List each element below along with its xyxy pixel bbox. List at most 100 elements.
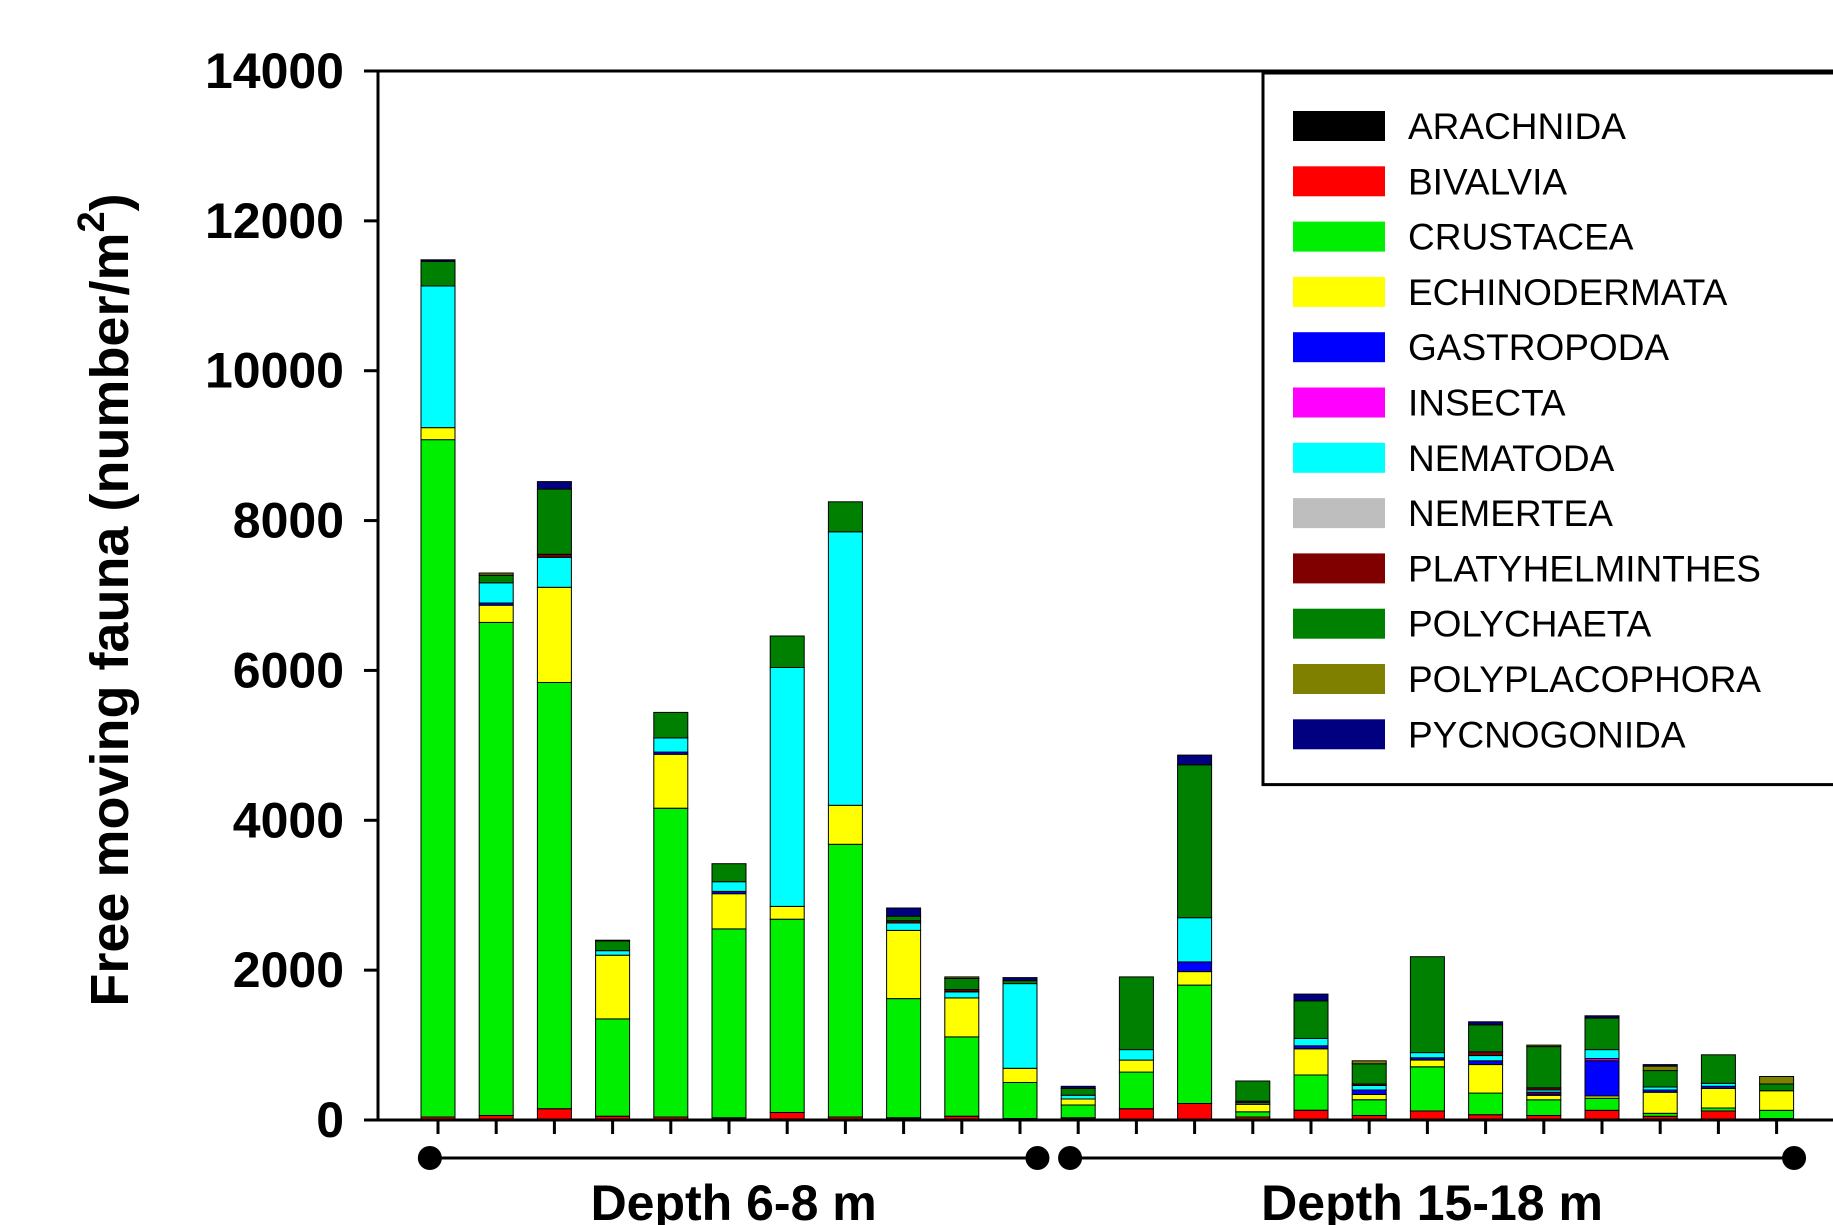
bar-segment-gastropoda-17 bbox=[1351, 1089, 1387, 1095]
legend-swatch-bivalvia bbox=[1293, 166, 1385, 197]
group-bracket-end-dot-2 bbox=[1782, 1146, 1807, 1170]
bar-segment-nematoda-21 bbox=[1584, 1049, 1620, 1060]
bar-segment-echinodermata-16 bbox=[1293, 1048, 1329, 1076]
bar-segment-polychaeta-4 bbox=[595, 940, 631, 952]
bar-segment-polychaeta-21 bbox=[1584, 1017, 1620, 1051]
bar-segment-polychaeta-12 bbox=[1060, 1088, 1096, 1096]
bar-segment-nematoda-16 bbox=[1293, 1037, 1329, 1047]
bar-segment-crustacea-15 bbox=[1235, 1111, 1271, 1118]
axis-layer: 0 2000 4000 6000 8000 10000 12000 14000 bbox=[205, 43, 1833, 1148]
legend-swatch-gastropoda bbox=[1293, 332, 1385, 363]
bar-segment-crustacea-5 bbox=[653, 807, 689, 1118]
bar-segment-crustacea-4 bbox=[595, 1018, 631, 1117]
bar-segment-polychaeta-18 bbox=[1409, 956, 1445, 1054]
bar-segment-polychaeta-3 bbox=[536, 488, 572, 555]
bar-segment-nematoda-9 bbox=[886, 922, 922, 931]
bar-segment-echinodermata-3 bbox=[536, 586, 572, 683]
bar-segment-crustacea-8 bbox=[827, 843, 863, 1118]
y-tick-label-14000: 14000 bbox=[205, 43, 344, 99]
bar-segment-nematoda-8 bbox=[827, 531, 863, 806]
bar-segment-echinodermata-12 bbox=[1060, 1098, 1096, 1106]
bar-segment-crustacea-2 bbox=[478, 622, 514, 1116]
bar-segment-echinodermata-8 bbox=[827, 804, 863, 845]
bar-segment-polychaeta-20 bbox=[1526, 1046, 1562, 1089]
bar-segment-nematoda-7 bbox=[769, 666, 805, 907]
y-axis-title-close: ) bbox=[80, 193, 140, 211]
legend-label-polyplacophora: POLYPLACOPHORA bbox=[1408, 659, 1761, 700]
bar-segment-nematoda-10 bbox=[944, 991, 980, 999]
legend: ARACHNIDA BIVALVIA CRUSTACEA ECHINODERMATA G… bbox=[1261, 71, 1833, 787]
bar-segment-echinodermata-2 bbox=[478, 604, 514, 623]
legend-label-polychaeta: POLYCHAETA bbox=[1408, 604, 1652, 645]
bar-segment-pycnogonida-11 bbox=[1002, 977, 1038, 982]
bar-segment-echinodermata-11 bbox=[1002, 1067, 1038, 1084]
bar-segment-echinodermata-22 bbox=[1642, 1091, 1678, 1114]
bar-segment-echinodermata-23 bbox=[1700, 1088, 1736, 1109]
legend-label-echinodermata: ECHINODERMATA bbox=[1408, 272, 1728, 313]
group-bracket-start-dot-1 bbox=[417, 1146, 442, 1170]
bar-segment-crustacea-3 bbox=[536, 681, 572, 1110]
bar-segment-pycnogonida-21 bbox=[1584, 1015, 1620, 1019]
bar-segment-pycnogonida-14 bbox=[1177, 754, 1213, 766]
y-tick-label-8000: 8000 bbox=[233, 493, 344, 549]
bar-segment-polychaeta-13 bbox=[1118, 976, 1154, 1051]
bar-segment-crustacea-17 bbox=[1351, 1099, 1387, 1117]
bar-segment-nematoda-17 bbox=[1351, 1085, 1387, 1091]
bar-segment-crustacea-9 bbox=[886, 998, 922, 1119]
bar-segment-polyplacophora-10 bbox=[944, 976, 980, 979]
y-axis-title: Free moving fauna (number/m2) bbox=[71, 193, 140, 1006]
bar-segment-nematoda-4 bbox=[595, 950, 631, 956]
bar-segment-polyplacophora-17 bbox=[1351, 1060, 1387, 1065]
group-label-2: Depth 15-18 m bbox=[1261, 1175, 1603, 1225]
bar-segment-polyplacophora-2 bbox=[478, 572, 514, 576]
bar-segment-crustacea-16 bbox=[1293, 1074, 1329, 1111]
bar-segment-crustacea-6 bbox=[711, 928, 747, 1119]
bar-segment-polyplacophora-20 bbox=[1526, 1044, 1562, 1048]
bar-segment-polychaeta-22 bbox=[1642, 1070, 1678, 1088]
bar-segment-polychaeta-23 bbox=[1700, 1054, 1736, 1084]
bar-segment-crustacea-10 bbox=[944, 1036, 980, 1117]
legend-label-pycnogonida: PYCNOGONIDA bbox=[1408, 714, 1686, 755]
bar-segment-polychaeta-15 bbox=[1235, 1080, 1271, 1102]
legend-swatch-platyhelminthes bbox=[1293, 553, 1385, 584]
legend-swatch-echinodermata bbox=[1293, 276, 1385, 307]
bar-segment-crustacea-21 bbox=[1584, 1097, 1620, 1111]
bar-segment-crustacea-12 bbox=[1060, 1104, 1096, 1119]
bar-segment-nematoda-6 bbox=[711, 881, 747, 892]
bar-segment-nematoda-3 bbox=[536, 556, 572, 588]
group-label-1: Depth 6-8 m bbox=[591, 1175, 877, 1225]
bar-segment-pycnogonida-3 bbox=[536, 481, 572, 490]
bar-segment-crustacea-14 bbox=[1177, 984, 1213, 1104]
bar-segment-polyplacophora-22 bbox=[1642, 1065, 1678, 1072]
bar-segment-polyplacophora-4 bbox=[595, 939, 631, 942]
bar-segment-polychaeta-14 bbox=[1177, 764, 1213, 919]
bar-segment-pycnogonida-9 bbox=[886, 907, 922, 917]
bar-segment-nematoda-19 bbox=[1468, 1055, 1504, 1062]
bar-segment-nematoda-1 bbox=[420, 285, 456, 429]
bar-segment-polychaeta-8 bbox=[827, 501, 863, 533]
bar-segment-echinodermata-14 bbox=[1177, 971, 1213, 986]
bar-segment-gastropoda-19 bbox=[1468, 1060, 1504, 1066]
y-axis-title-superscript: 2 bbox=[71, 211, 113, 232]
y-tick-label-0: 0 bbox=[316, 1092, 344, 1148]
legend-swatch-polychaeta bbox=[1293, 608, 1385, 639]
bar-segment-polyplacophora-24 bbox=[1759, 1076, 1795, 1085]
legend-swatch-crustacea bbox=[1293, 221, 1385, 252]
bar-segment-crustacea-18 bbox=[1409, 1066, 1445, 1112]
bar-segment-bivalvia-14 bbox=[1177, 1103, 1213, 1121]
bar-segment-echinodermata-5 bbox=[653, 753, 689, 809]
legend-label-bivalvia: BIVALVIA bbox=[1408, 161, 1567, 202]
bar-segment-pycnogonida-16 bbox=[1293, 993, 1329, 1002]
group-bracket-start-dot-2 bbox=[1058, 1146, 1083, 1170]
legend-label-nemertea: NEMERTEA bbox=[1408, 493, 1613, 534]
bar-segment-polychaeta-19 bbox=[1468, 1024, 1504, 1053]
legend-swatch-nematoda bbox=[1293, 442, 1385, 473]
bar-segment-crustacea-11 bbox=[1002, 1082, 1038, 1119]
legend-swatch-nemertea bbox=[1293, 498, 1385, 529]
bar-segment-nematoda-12 bbox=[1060, 1094, 1096, 1100]
legend-swatch-polyplacophora bbox=[1293, 664, 1385, 694]
legend-label-platyhelminthes: PLATYHELMINTHES bbox=[1408, 548, 1761, 589]
bar-segment-nematoda-14 bbox=[1177, 917, 1213, 963]
legend-swatch-insecta bbox=[1293, 387, 1385, 418]
y-tick-label-12000: 12000 bbox=[205, 193, 344, 249]
